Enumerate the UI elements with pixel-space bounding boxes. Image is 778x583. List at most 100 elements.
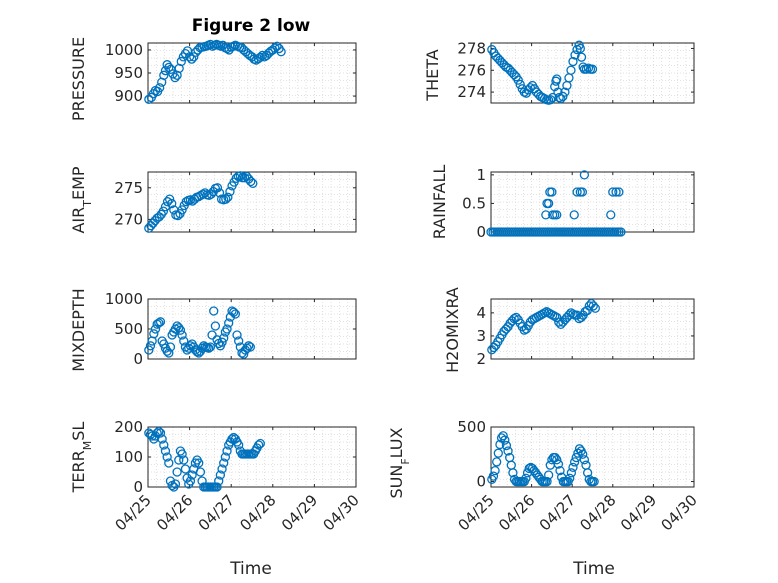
mixdepth-point	[204, 343, 214, 353]
theta-point	[566, 65, 576, 75]
air-temp-point	[223, 192, 233, 202]
theta-ytick-label: 274	[457, 83, 486, 101]
terr-msl-point	[234, 440, 244, 450]
air-temp-point	[164, 194, 175, 204]
mixdepth-ytick-label: 1000	[105, 290, 143, 308]
pressure-point	[176, 56, 186, 67]
terr-msl-point	[187, 470, 197, 480]
mixdepth-point	[155, 317, 166, 327]
sun-flux-xtick-label: 04/26	[495, 491, 538, 534]
h2omixra-ytick-label: 4	[476, 304, 486, 322]
terr-msl-point	[215, 470, 226, 480]
rainfall-point	[614, 187, 624, 197]
air-temp-point	[177, 205, 187, 215]
sun-ylabel-sub: F	[399, 458, 412, 464]
sun-flux-point	[552, 455, 562, 465]
sun-flux-point	[569, 457, 580, 467]
rainfall-grid	[490, 172, 695, 232]
theta-point	[570, 50, 580, 60]
sun-flux-ytick-label: 500	[457, 418, 486, 436]
sun-flux-xtick-label: 04/29	[617, 491, 660, 534]
terr-msl-ylabel: TERRMSL	[69, 422, 94, 494]
mixdepth-point	[230, 309, 241, 319]
air-temp-ylabel: AIRTEMP	[69, 166, 94, 233]
rainfall-point	[569, 210, 579, 220]
terr-msl-xtick-label: 04/30	[320, 491, 363, 534]
mixdepth-point	[224, 318, 234, 328]
air-temp-ylabel-sub: T	[81, 200, 94, 208]
theta-points	[487, 40, 598, 105]
terr-msl-point	[157, 434, 167, 444]
sun-flux-point	[506, 460, 516, 470]
sun-flux-point	[582, 468, 593, 478]
terr-msl-point	[217, 464, 227, 474]
sun-flux-point	[498, 431, 508, 441]
mixdepth-point	[209, 306, 219, 316]
air-temp-point	[158, 206, 169, 216]
air-temp-point	[148, 218, 158, 228]
theta-point	[576, 52, 587, 62]
terr-ylabel-tail: SL	[69, 422, 88, 441]
sun-flux-points	[487, 431, 599, 487]
sun-flux-ytick-label: 0	[476, 473, 486, 491]
terr-msl-point	[254, 440, 264, 450]
mixdepth-point	[144, 345, 154, 355]
terr-msl-point	[185, 476, 196, 486]
mixdepth-point	[207, 330, 217, 340]
rainfall-point	[541, 210, 551, 220]
pressure-point	[159, 70, 169, 80]
terr-msl-point	[162, 452, 172, 462]
pressure-point	[154, 83, 165, 93]
theta-point	[564, 73, 574, 83]
terr-msl-xtick-label: 04/27	[195, 491, 238, 534]
air-temp-point	[144, 223, 154, 233]
terr-msl-points	[144, 426, 265, 492]
sun-flux-point	[521, 473, 531, 483]
sun-flux-point	[565, 473, 575, 483]
rainfall-ytick-label: 1	[476, 166, 486, 184]
sun-flux-point	[490, 465, 500, 476]
pressure-ytick-label: 950	[114, 64, 143, 82]
terr-msl-point	[164, 458, 174, 468]
mixdepth-point	[179, 336, 189, 346]
air-temp-point	[214, 188, 225, 198]
sun-flux-point	[508, 468, 518, 478]
mixdepth-points	[144, 306, 255, 359]
air-temp-frame	[147, 171, 357, 233]
sun-flux-point	[526, 462, 536, 473]
sun-flux-point	[544, 470, 554, 480]
air-temp-point	[248, 178, 258, 189]
rainfall-point	[577, 187, 587, 197]
rainfall-point	[547, 187, 557, 197]
h2omixra-point	[582, 305, 592, 316]
rainfall-ytick-label: 0.5	[462, 194, 486, 212]
mixdepth-ylabel: MIXDEPTH	[69, 288, 88, 371]
terr-msl-point	[159, 440, 169, 450]
theta-point	[554, 92, 564, 103]
sun-flux-point	[503, 446, 513, 456]
terr-msl-point	[155, 428, 166, 438]
air-temp-point	[162, 197, 173, 207]
air-temp-point	[212, 183, 223, 193]
h2omixra-point	[554, 317, 564, 327]
terr-msl-point	[180, 464, 191, 474]
sun-ylabel-tail: LUX	[387, 427, 406, 458]
h2omixra-point	[568, 309, 578, 319]
left-xlabel: Time	[229, 559, 272, 579]
rainfall-point	[544, 198, 554, 209]
pressure-axes: 900 950 1000	[105, 39, 357, 105]
mixdepth-point	[165, 342, 176, 352]
sun-flux-xtick-label: 04/25	[455, 491, 498, 534]
terr-ylabel-main: TERR	[69, 450, 88, 493]
air-temp-point	[181, 197, 191, 207]
sun-flux-point	[568, 462, 578, 473]
mixdepth-axes: 0 500 1000	[105, 290, 357, 368]
air-temp-point	[235, 171, 246, 181]
air-temp-ytick-label: 275	[114, 179, 143, 197]
pressure-point	[144, 94, 154, 104]
mixdepth-point	[175, 325, 186, 335]
theta-axes: 274 276 278	[457, 39, 695, 105]
mixdepth-point	[245, 342, 255, 352]
right-xlabel: Time	[572, 559, 615, 579]
